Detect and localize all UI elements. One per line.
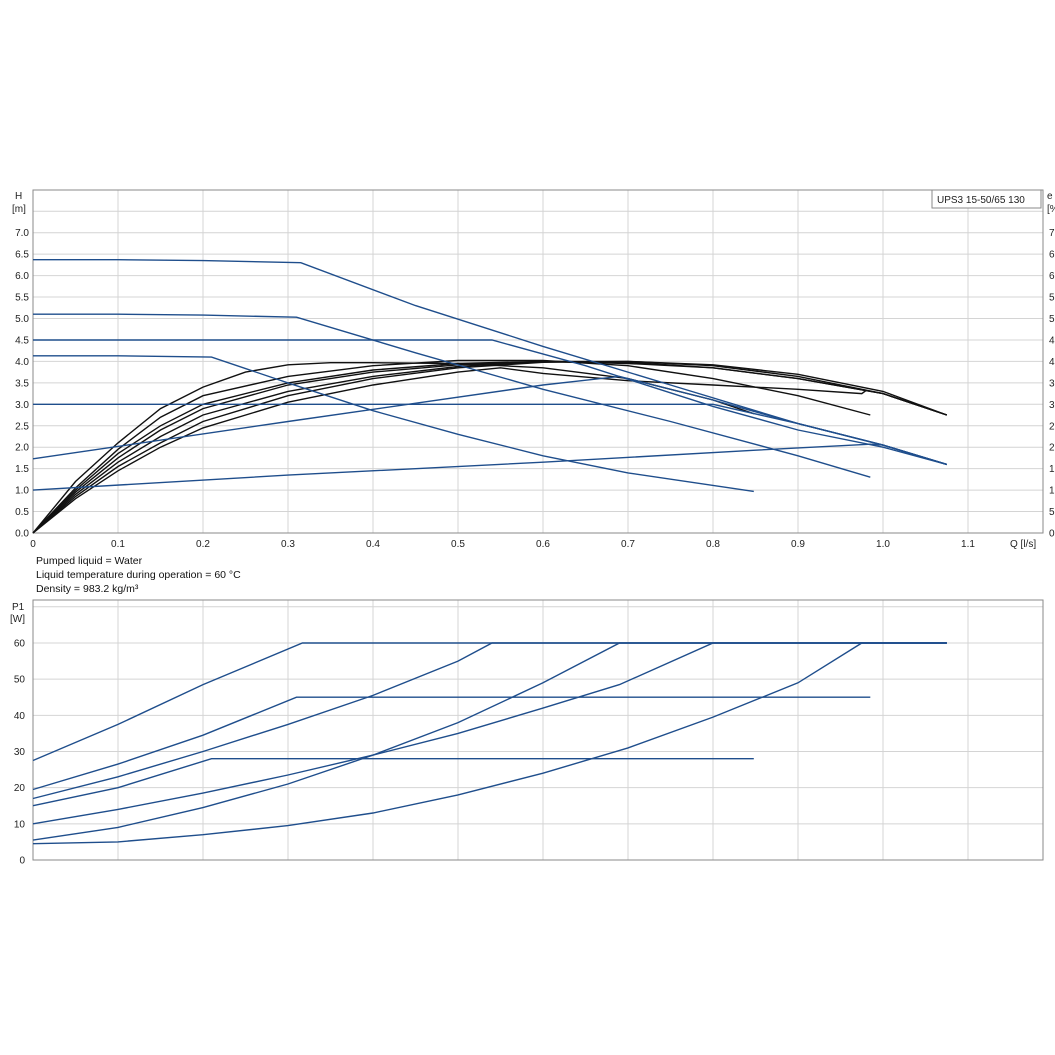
head-axis-label: H bbox=[15, 191, 22, 202]
efficiency-axis-label: e bbox=[1047, 191, 1053, 202]
efficiency-curve bbox=[32, 359, 871, 534]
efficiency-tick-label: 6 bbox=[1049, 250, 1055, 261]
pumped-liquid-note: Pumped liquid = Water bbox=[36, 555, 143, 567]
head-curve bbox=[33, 313, 871, 478]
power-curve bbox=[32, 642, 947, 845]
power-chart-frame bbox=[32, 599, 1044, 861]
flow-tick-label: 0.5 bbox=[451, 539, 465, 550]
power-y-tick-labels: 0 10 20 30 40 50 60 bbox=[14, 638, 26, 866]
power-curve bbox=[32, 642, 947, 841]
power-chart: 0 10 20 30 40 50 60 P1 [W] bbox=[10, 599, 1044, 867]
head-tick-label: 0.5 bbox=[15, 507, 29, 518]
flow-tick-label: 1.0 bbox=[876, 539, 890, 550]
efficiency-tick-label: 7 bbox=[1049, 228, 1055, 239]
head-tick-label: 2.0 bbox=[15, 443, 29, 454]
power-curve bbox=[32, 696, 871, 791]
power-tick-label: 50 bbox=[14, 675, 26, 686]
power-tick-label: 0 bbox=[19, 856, 25, 867]
efficiency-curve bbox=[32, 360, 948, 534]
efficiency-y-tick-labels: 0 5 1 1 2 2 3 3 4 4 5 5 6 6 7 bbox=[1049, 228, 1055, 539]
head-tick-label: 7.0 bbox=[15, 228, 29, 239]
efficiency-tick-label: 2 bbox=[1049, 443, 1055, 454]
power-tick-label: 30 bbox=[14, 747, 26, 758]
efficiency-tick-label: 5 bbox=[1049, 314, 1055, 325]
temperature-note: Liquid temperature during operation = 60… bbox=[36, 569, 241, 581]
liquid-notes: Pumped liquid = Water Liquid temperature… bbox=[36, 555, 241, 595]
flow-tick-label: 0.2 bbox=[196, 539, 210, 550]
head-axis-unit: [m] bbox=[12, 204, 26, 215]
power-curve bbox=[32, 642, 947, 825]
power-chart-grid bbox=[33, 600, 1043, 860]
power-curves bbox=[32, 642, 947, 845]
efficiency-curves bbox=[32, 359, 948, 534]
flow-tick-label: 0.8 bbox=[706, 539, 720, 550]
efficiency-tick-label: 0 bbox=[1049, 529, 1055, 540]
flow-tick-label: 0.6 bbox=[536, 539, 550, 550]
head-curve bbox=[33, 355, 754, 493]
head-tick-label: 2.5 bbox=[15, 421, 29, 432]
power-axis-label: P1 bbox=[12, 602, 25, 613]
efficiency-tick-label: 6 bbox=[1049, 271, 1055, 282]
flow-tick-label: 0.7 bbox=[621, 539, 635, 550]
efficiency-curve bbox=[32, 367, 867, 534]
density-note: Density = 983.2 kg/m³ bbox=[36, 583, 139, 595]
head-curve bbox=[33, 339, 947, 466]
head-tick-label: 3.0 bbox=[15, 400, 29, 411]
efficiency-tick-label: 5 bbox=[1049, 507, 1055, 518]
head-chart-grid bbox=[33, 190, 1043, 533]
flow-tick-label: 1.1 bbox=[961, 539, 975, 550]
head-tick-label: 4.0 bbox=[15, 357, 29, 368]
efficiency-tick-label: 3 bbox=[1049, 400, 1055, 411]
head-tick-label: 4.5 bbox=[15, 335, 29, 346]
flow-tick-label: 0 bbox=[30, 539, 36, 550]
efficiency-tick-label: 4 bbox=[1049, 357, 1055, 368]
efficiency-tick-label: 3 bbox=[1049, 378, 1055, 389]
power-curve bbox=[32, 642, 947, 800]
flow-tick-label: 0.3 bbox=[281, 539, 295, 550]
head-chart: 0.0 0.5 1.0 1.5 2.0 2.5 3.0 3.5 4.0 4.5 5.0 5.5 6.0 6… bbox=[12, 189, 1055, 550]
head-y-tick-labels: 0.0 0.5 1.0 1.5 2.0 2.5 3.0 3.5 4.0 4.5 5.0 5.5 6.0 6… bbox=[15, 228, 29, 539]
head-tick-label: 6.0 bbox=[15, 271, 29, 282]
flow-tick-label: 0.4 bbox=[366, 539, 380, 550]
efficiency-tick-label: 2 bbox=[1049, 421, 1055, 432]
power-tick-label: 40 bbox=[14, 711, 26, 722]
efficiency-tick-label: 5 bbox=[1049, 293, 1055, 304]
head-curves bbox=[32, 259, 948, 493]
flow-tick-label: 0.9 bbox=[791, 539, 805, 550]
efficiency-tick-label: 1 bbox=[1049, 486, 1055, 497]
efficiency-tick-label: 1 bbox=[1049, 464, 1055, 475]
model-label-box bbox=[931, 189, 1042, 209]
flow-x-tick-labels: 0 0.1 0.2 0.3 0.4 0.5 0.6 0.7 0.8 0.9 1.0 1.1 bbox=[30, 539, 975, 550]
head-tick-label: 3.5 bbox=[15, 378, 29, 389]
head-tick-label: 5.5 bbox=[15, 293, 29, 304]
power-curve bbox=[32, 758, 754, 807]
power-curve bbox=[32, 642, 947, 762]
head-chart-frame bbox=[32, 189, 1044, 534]
head-tick-label: 6.5 bbox=[15, 250, 29, 261]
power-tick-label: 60 bbox=[14, 638, 26, 649]
head-curve bbox=[33, 403, 948, 466]
head-tick-label: 5.0 bbox=[15, 314, 29, 325]
power-axis-unit: [W] bbox=[10, 614, 25, 625]
head-tick-label: 0.0 bbox=[15, 529, 29, 540]
model-label: UPS3 15-50/65 130 bbox=[937, 195, 1025, 206]
power-tick-label: 10 bbox=[14, 819, 26, 830]
flow-axis-label: Q [l/s] bbox=[1010, 539, 1036, 550]
head-curve bbox=[32, 443, 948, 491]
efficiency-curve bbox=[32, 360, 948, 534]
efficiency-curve bbox=[32, 360, 948, 534]
flow-tick-label: 0.1 bbox=[111, 539, 125, 550]
head-curve bbox=[32, 375, 948, 466]
head-tick-label: 1.0 bbox=[15, 486, 29, 497]
efficiency-tick-label: 4 bbox=[1049, 335, 1055, 346]
power-tick-label: 20 bbox=[14, 783, 26, 794]
head-tick-label: 1.5 bbox=[15, 464, 29, 475]
efficiency-axis-unit: [% bbox=[1047, 204, 1055, 215]
